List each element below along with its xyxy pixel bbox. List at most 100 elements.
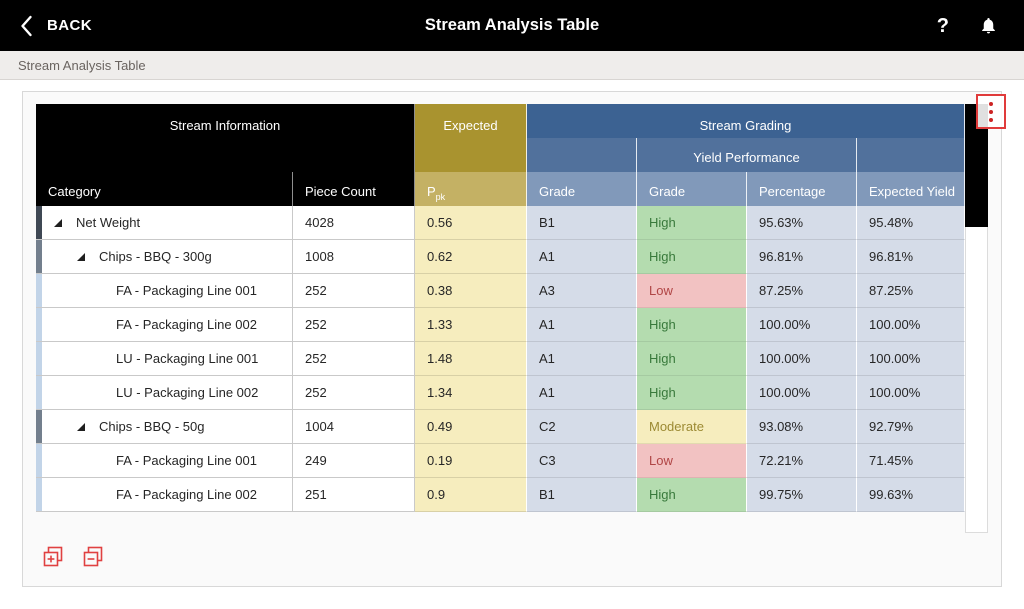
yield-grade-cell: High [637, 308, 747, 342]
grade-cell-value: A1 [539, 385, 555, 400]
ppk-cell-value: 0.9 [427, 487, 446, 502]
grade-cell-value: A3 [539, 283, 555, 298]
column-header-yield-grade: Grade [637, 172, 747, 212]
kebab-menu-icon [989, 101, 993, 106]
back-button[interactable]: BACK [0, 15, 92, 37]
back-label: BACK [47, 17, 92, 34]
category-label: FA - Packaging Line 001 [116, 283, 257, 298]
category-cell: FA - Packaging Line 002 [36, 308, 293, 342]
more-options-button[interactable] [976, 94, 1006, 129]
header-spacer [527, 138, 637, 178]
piece-count-cell: 251 [293, 478, 415, 512]
expected-yield-cell: 92.79% [857, 410, 965, 444]
piece-count-cell-value: 4028 [305, 215, 334, 230]
ppk-cell: 0.9 [415, 478, 527, 512]
column-label: Grade [539, 184, 576, 199]
category-cell[interactable]: Net Weight [36, 206, 293, 240]
expected-yield-cell: 96.81% [857, 240, 965, 274]
table-side-strip [965, 104, 988, 533]
group-label: Yield Performance [693, 150, 800, 165]
ppk-cell: 0.19 [415, 444, 527, 478]
percentage-cell-value: 99.75% [759, 487, 804, 502]
notifications-bell-icon[interactable] [979, 16, 998, 35]
column-label: Expected Yield [869, 184, 956, 199]
yield-grade-cell-value: High [649, 351, 676, 366]
grade-cell-value: A1 [539, 249, 555, 264]
yield-grade-cell: High [637, 342, 747, 376]
percentage-cell-value: 100.00% [759, 385, 811, 400]
ppk-cell: 1.34 [415, 376, 527, 410]
percentage-cell: 87.25% [747, 274, 857, 308]
yield-grade-cell-value: High [649, 317, 676, 332]
yield-grade-cell: High [637, 206, 747, 240]
grade-cell-value: B1 [539, 487, 555, 502]
column-label: Percentage [759, 184, 826, 199]
piece-count-cell-value: 1008 [305, 249, 334, 264]
group-label: Expected [443, 117, 498, 133]
grade-cell: A3 [527, 274, 637, 308]
expand-all-button[interactable] [42, 546, 64, 568]
grade-cell: A1 [527, 376, 637, 410]
tree-collapse-triangle-icon[interactable] [54, 218, 62, 227]
ppk-cell-value: 0.62 [427, 249, 453, 264]
percentage-cell-value: 100.00% [759, 317, 811, 332]
piece-count-cell-value: 1004 [305, 419, 334, 434]
piece-count-cell-value: 252 [305, 283, 327, 298]
expected-yield-cell-value: 92.79% [869, 419, 914, 434]
grade-cell: A1 [527, 342, 637, 376]
vertical-scrollbar[interactable] [965, 227, 988, 533]
expected-yield-cell: 95.48% [857, 206, 965, 240]
expected-yield-cell: 100.00% [857, 342, 965, 376]
yield-grade-cell-value: High [649, 215, 676, 230]
yield-grade-cell: High [637, 478, 747, 512]
header-spacer [857, 138, 965, 178]
row-level-strip [36, 274, 42, 307]
expected-yield-cell-value: 71.45% [869, 453, 914, 468]
ppk-cell: 0.49 [415, 410, 527, 444]
percentage-cell-value: 87.25% [759, 283, 804, 298]
stacked-squares-minus-icon [83, 546, 103, 567]
column-label: P [427, 184, 436, 199]
category-cell[interactable]: Chips - BBQ - 50g [36, 410, 293, 444]
column-label: Grade [649, 184, 686, 199]
expected-yield-cell-value: 100.00% [869, 317, 921, 332]
yield-grade-cell: Low [637, 444, 747, 478]
expected-yield-cell: 71.45% [857, 444, 965, 478]
category-cell[interactable]: Chips - BBQ - 300g [36, 240, 293, 274]
ppk-cell-value: 0.38 [427, 283, 453, 298]
expected-yield-cell-value: 96.81% [869, 249, 914, 264]
column-label: Category [48, 184, 101, 199]
category-label: FA - Packaging Line 002 [116, 317, 257, 332]
row-level-strip [36, 308, 42, 341]
tree-collapse-triangle-icon[interactable] [77, 252, 85, 261]
tree-collapse-triangle-icon[interactable] [77, 422, 85, 431]
column-header-percentage: Percentage [747, 172, 857, 212]
category-cell: FA - Packaging Line 002 [36, 478, 293, 512]
percentage-cell: 96.81% [747, 240, 857, 274]
yield-grade-cell: High [637, 240, 747, 274]
piece-count-cell-value: 252 [305, 317, 327, 332]
percentage-cell: 99.75% [747, 478, 857, 512]
category-label: LU - Packaging Line 002 [116, 385, 259, 400]
ppk-cell-value: 1.33 [427, 317, 453, 332]
category-label: LU - Packaging Line 001 [116, 351, 259, 366]
yield-grade-cell-value: High [649, 487, 676, 502]
piece-count-cell-value: 252 [305, 385, 327, 400]
ppk-cell-value: 0.49 [427, 419, 453, 434]
help-button[interactable]: ? [936, 14, 949, 37]
grade-cell-value: A1 [539, 317, 555, 332]
percentage-cell-value: 72.21% [759, 453, 804, 468]
expected-yield-cell-value: 100.00% [869, 385, 921, 400]
percentage-cell: 95.63% [747, 206, 857, 240]
column-header-category: Category [36, 172, 293, 212]
expected-yield-cell-value: 99.63% [869, 487, 914, 502]
ppk-cell-value: 1.34 [427, 385, 453, 400]
collapse-all-button[interactable] [82, 546, 104, 568]
yield-grade-cell: Moderate [637, 410, 747, 444]
category-cell: LU - Packaging Line 002 [36, 376, 293, 410]
column-label-subscript: pk [435, 192, 446, 202]
expected-yield-cell-value: 87.25% [869, 283, 914, 298]
yield-grade-cell: High [637, 376, 747, 410]
piece-count-cell: 1004 [293, 410, 415, 444]
